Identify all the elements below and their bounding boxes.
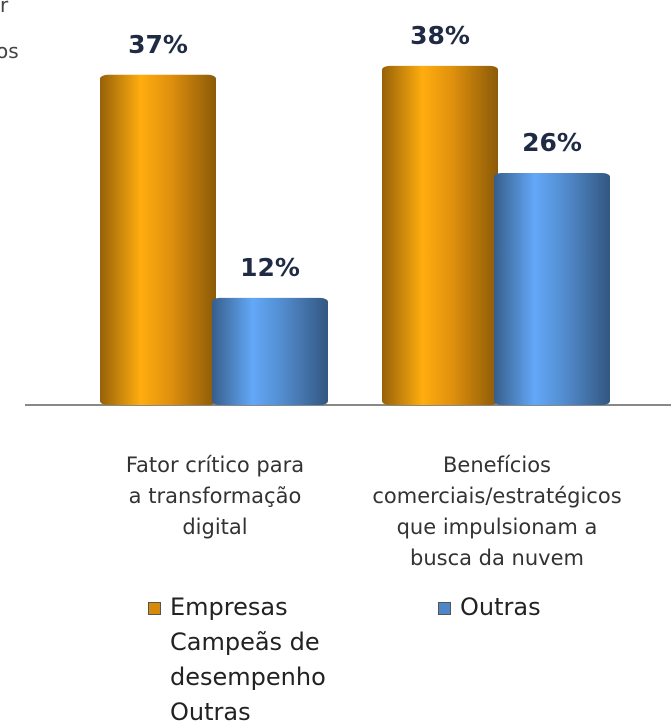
legend-swatch: [438, 602, 451, 615]
bar: [494, 172, 610, 405]
legend-swatch: [148, 602, 161, 615]
bar: [100, 74, 216, 406]
bar: [382, 65, 498, 405]
legend-label: Empresas Campeãs de desempenho Outras: [170, 593, 326, 724]
data-label: 26%: [522, 128, 582, 157]
bar: [212, 297, 328, 405]
data-label: 37%: [128, 30, 188, 59]
x-tick-label: Fator crítico para a transformação digit…: [125, 453, 305, 539]
x-tick-label: Benefícios comerciais/estratégicos que i…: [372, 453, 622, 570]
annotation: r: [0, 0, 9, 17]
data-label: 12%: [240, 253, 300, 282]
annotation: os: [0, 39, 19, 63]
legend-label: Outras: [460, 593, 541, 621]
data-label: 38%: [410, 21, 470, 50]
